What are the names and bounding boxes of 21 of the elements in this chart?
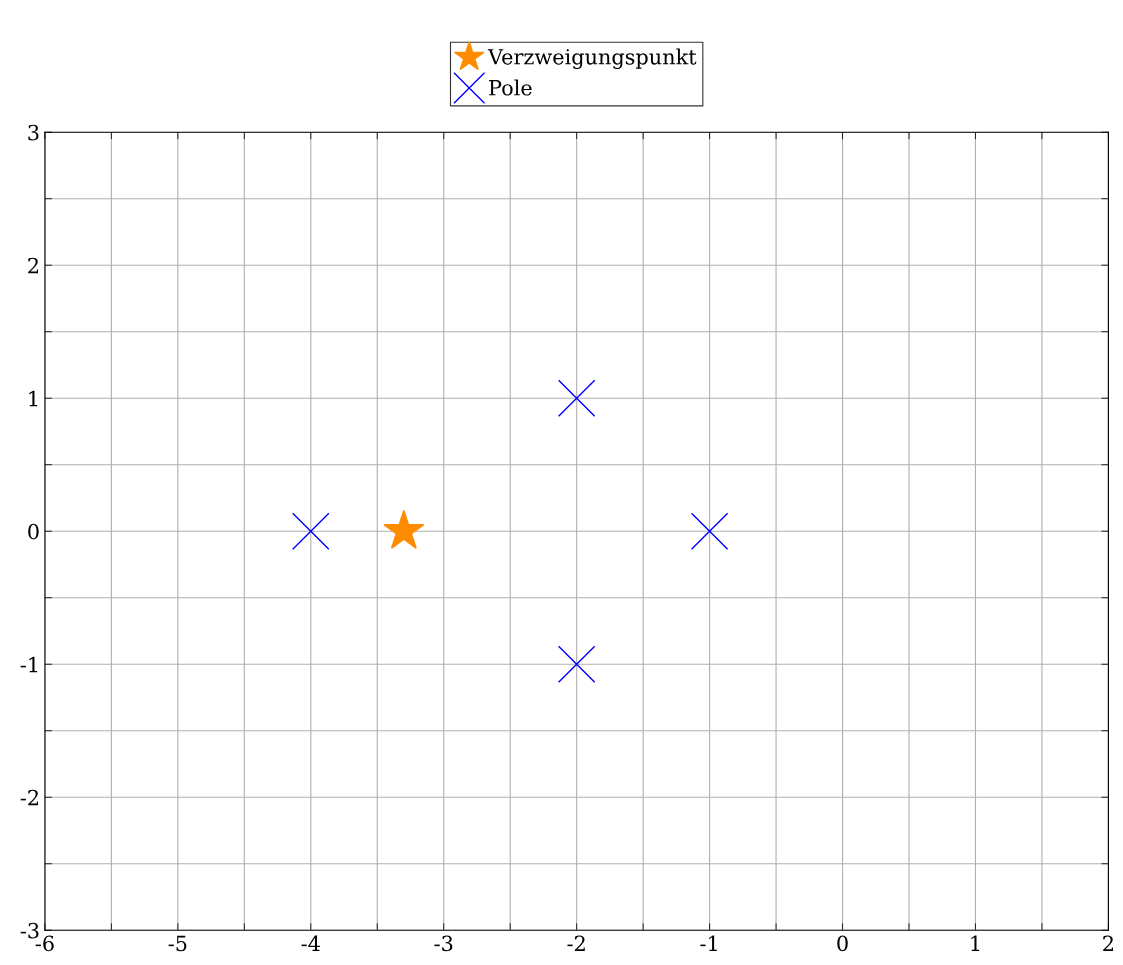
point — [690, 512, 729, 550]
x-tick-label: 0 — [837, 935, 848, 952]
x-tick-label: -1 — [700, 935, 717, 951]
x-tick-label: -2 — [567, 935, 585, 951]
y-tick-label: 0 — [28, 523, 39, 540]
x-tick-label: -3 — [434, 935, 453, 952]
y-tick-label: 1 — [29, 390, 38, 407]
point — [292, 512, 330, 550]
point — [383, 509, 425, 549]
legend-label: Verzweigungspunkt — [487, 48, 697, 69]
x-tick-label: 2 — [1103, 935, 1113, 951]
y-tick-label: -2 — [20, 789, 39, 806]
point — [557, 379, 596, 417]
y-tick-label: 2 — [28, 257, 39, 274]
y-tick-label: -1 — [20, 656, 38, 673]
x-tick-label: -5 — [168, 935, 187, 952]
x-tick-label: -4 — [301, 935, 320, 951]
point — [557, 645, 596, 683]
y-tick-label: 3 — [28, 124, 39, 141]
x-tick-label: 1 — [971, 935, 980, 951]
legend-label: Pole — [489, 79, 532, 96]
